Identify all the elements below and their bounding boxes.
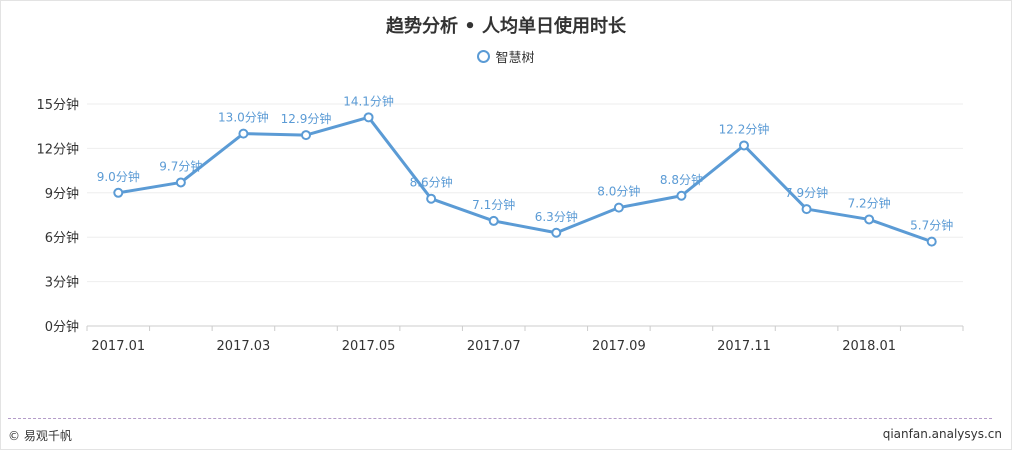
y-tick-label: 15分钟	[36, 97, 79, 113]
data-point	[426, 193, 437, 204]
data-label: 12.9分钟	[281, 111, 332, 126]
data-point	[613, 202, 624, 213]
data-label: 9.0分钟	[97, 169, 140, 184]
footer-url: qianfan.analysys.cn	[882, 427, 1002, 441]
legend-marker-icon	[477, 50, 491, 63]
data-label: 8.0分钟	[597, 184, 640, 199]
data-point	[551, 227, 562, 238]
data-point	[676, 190, 687, 201]
data-point	[175, 177, 186, 188]
data-point	[301, 130, 311, 141]
data-point	[363, 112, 374, 123]
data-label: 5.7分钟	[910, 218, 953, 233]
x-tick-label: 2017.05	[342, 339, 396, 354]
footer-divider	[8, 418, 992, 419]
data-point	[864, 214, 875, 225]
data-point	[238, 128, 249, 139]
x-tick-label: 2017.11	[717, 339, 771, 354]
x-tick-label: 2018.01	[842, 339, 896, 354]
data-label: 8.8分钟	[660, 172, 703, 187]
data-point	[926, 236, 937, 247]
line-chart: 0分钟 3分钟 6分钟 9分钟 12分钟 15分钟 2017.01 2017.03 2017.0…	[36, 93, 964, 354]
series-line	[118, 115, 933, 244]
x-tick-label: 2017.03	[217, 339, 271, 354]
y-tick-label: 0分钟	[45, 319, 79, 335]
data-label: 14.1分钟	[343, 93, 394, 108]
data-point	[801, 204, 812, 215]
chart-title: 趋势分析 • 人均单日使用时长	[385, 16, 627, 37]
y-tick-label: 6分钟	[45, 230, 79, 246]
data-label: 7.9分钟	[785, 185, 828, 200]
data-label: 12.2分钟	[719, 121, 770, 136]
data-point	[488, 215, 499, 226]
y-tick-label: 9分钟	[45, 186, 79, 202]
data-label: 6.3分钟	[535, 209, 578, 224]
data-label: 8.6分钟	[410, 175, 453, 190]
footer-copyright: © 易观千帆	[8, 429, 72, 443]
data-label: 13.0分钟	[218, 110, 269, 125]
legend-label: 智慧树	[495, 51, 535, 66]
data-label: 7.1分钟	[472, 197, 515, 212]
x-tick-label: 2017.09	[592, 339, 646, 354]
data-label: 7.2分钟	[848, 195, 891, 210]
data-label: 9.7分钟	[159, 158, 202, 173]
legend[interactable]: 智慧树	[0, 47, 1012, 66]
y-tick-label: 12分钟	[36, 141, 79, 157]
x-tick-label: 2017.07	[467, 339, 521, 354]
data-point	[113, 187, 124, 198]
data-point	[739, 140, 749, 151]
y-tick-label: 3分钟	[45, 275, 79, 291]
x-tick-label: 2017.01	[91, 339, 145, 354]
